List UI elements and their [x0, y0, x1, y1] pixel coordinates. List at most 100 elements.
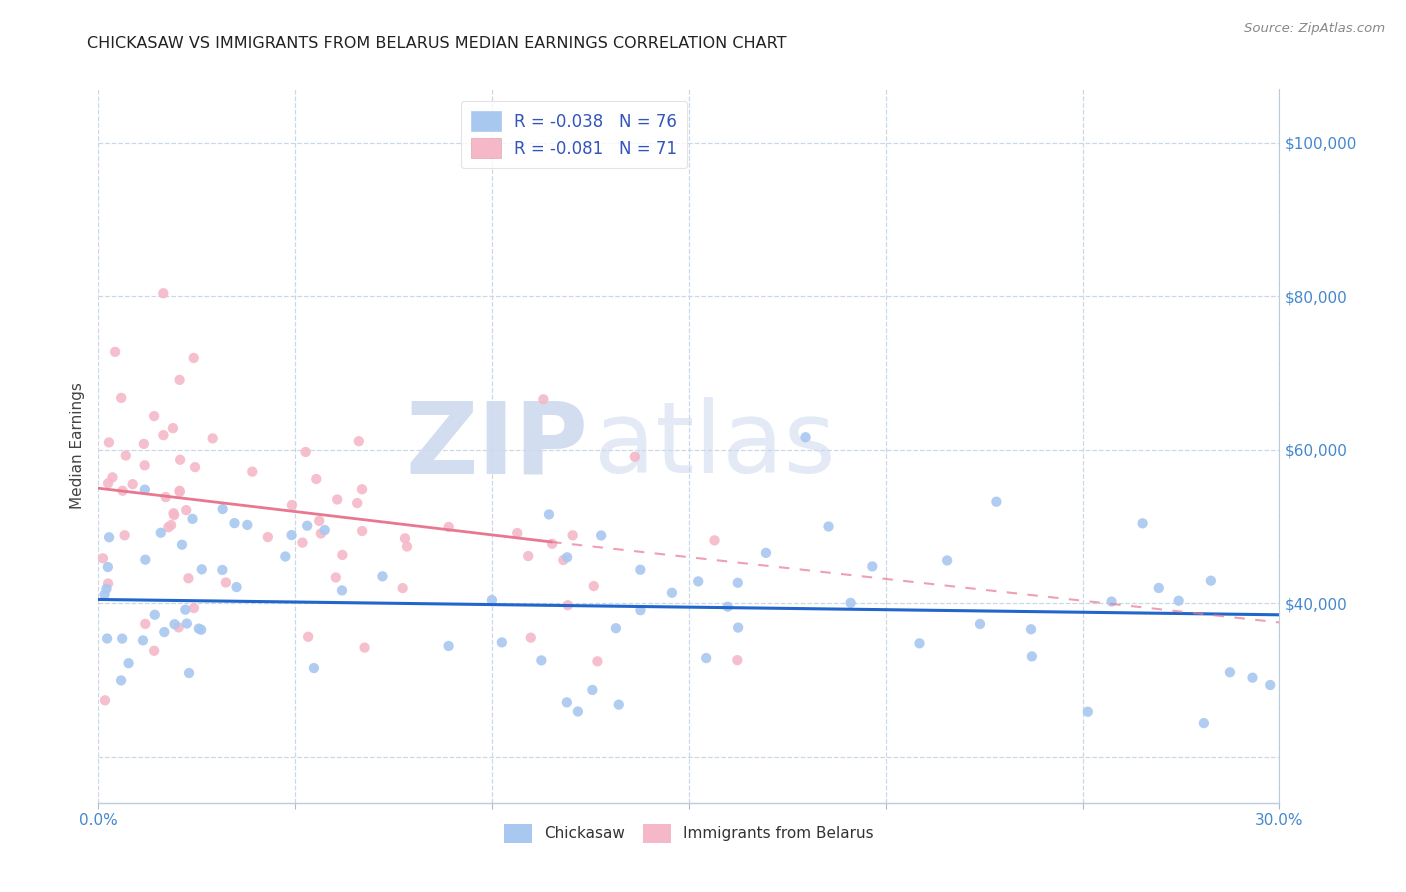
- Point: [162, 421, 184, 435]
- Point: [567, 705, 589, 719]
- Point: [860, 559, 883, 574]
- Point: [224, 516, 246, 530]
- Point: [187, 622, 209, 636]
- Point: [530, 653, 553, 667]
- Point: [177, 666, 200, 681]
- Point: [163, 617, 186, 632]
- Point: [1192, 716, 1215, 731]
- Text: ZIP: ZIP: [406, 398, 589, 494]
- Point: [586, 654, 609, 668]
- Point: [114, 449, 136, 463]
- Point: [688, 574, 710, 589]
- Point: [936, 553, 959, 567]
- Point: [110, 391, 132, 405]
- Point: [1147, 581, 1170, 595]
- Point: [695, 651, 717, 665]
- Point: [114, 528, 136, 542]
- Point: [481, 593, 503, 607]
- Point: [183, 601, 205, 615]
- Point: [517, 549, 540, 563]
- Point: [581, 682, 603, 697]
- Point: [330, 548, 353, 562]
- Point: [555, 550, 578, 565]
- Point: [624, 450, 647, 464]
- Point: [717, 599, 740, 614]
- Text: Source: ZipAtlas.com: Source: ZipAtlas.com: [1244, 22, 1385, 36]
- Point: [557, 599, 579, 613]
- Point: [169, 483, 191, 498]
- Point: [295, 518, 318, 533]
- Point: [553, 553, 575, 567]
- Point: [153, 625, 176, 640]
- Point: [1101, 594, 1123, 608]
- Point: [302, 661, 325, 675]
- Point: [117, 656, 139, 670]
- Point: [167, 620, 190, 634]
- Point: [1019, 622, 1042, 636]
- Point: [274, 549, 297, 564]
- Point: [839, 596, 862, 610]
- Point: [104, 344, 127, 359]
- Point: [661, 586, 683, 600]
- Point: [157, 520, 180, 534]
- Point: [391, 581, 413, 595]
- Point: [240, 465, 263, 479]
- Point: [94, 693, 117, 707]
- Point: [163, 508, 186, 522]
- Point: [143, 644, 166, 658]
- Point: [211, 502, 233, 516]
- Point: [628, 603, 651, 617]
- Point: [986, 494, 1008, 508]
- Point: [371, 569, 394, 583]
- Point: [755, 546, 778, 560]
- Point: [395, 540, 418, 554]
- Point: [969, 617, 991, 632]
- Point: [143, 607, 166, 622]
- Point: [169, 484, 191, 499]
- Point: [308, 514, 330, 528]
- Point: [97, 435, 120, 450]
- Point: [1241, 671, 1264, 685]
- Point: [93, 587, 115, 601]
- Point: [727, 575, 749, 590]
- Point: [330, 583, 353, 598]
- Legend: Chickasaw, Immigrants from Belarus: Chickasaw, Immigrants from Belarus: [498, 818, 880, 848]
- Point: [605, 621, 627, 635]
- Point: [134, 616, 156, 631]
- Text: CHICKASAW VS IMMIGRANTS FROM BELARUS MEDIAN EARNINGS CORRELATION CHART: CHICKASAW VS IMMIGRANTS FROM BELARUS MED…: [87, 36, 787, 51]
- Point: [537, 508, 560, 522]
- Point: [152, 286, 174, 301]
- Text: atlas: atlas: [595, 398, 837, 494]
- Point: [491, 635, 513, 649]
- Point: [305, 472, 328, 486]
- Point: [1199, 574, 1222, 588]
- Point: [628, 563, 651, 577]
- Point: [281, 498, 304, 512]
- Point: [174, 602, 197, 616]
- Point: [97, 576, 120, 591]
- Point: [309, 526, 332, 541]
- Point: [96, 632, 118, 646]
- Point: [97, 560, 120, 574]
- Point: [134, 458, 156, 473]
- Point: [134, 483, 156, 497]
- Point: [169, 373, 191, 387]
- Point: [394, 532, 416, 546]
- Point: [111, 483, 134, 498]
- Point: [155, 490, 177, 504]
- Point: [143, 409, 166, 423]
- Point: [437, 639, 460, 653]
- Point: [561, 528, 583, 542]
- Point: [211, 563, 233, 577]
- Point: [280, 528, 302, 542]
- Point: [98, 530, 121, 544]
- Point: [121, 477, 143, 491]
- Point: [176, 616, 198, 631]
- Point: [326, 492, 349, 507]
- Point: [794, 430, 817, 444]
- Point: [1219, 665, 1241, 680]
- Point: [111, 632, 134, 646]
- Point: [1258, 678, 1281, 692]
- Point: [169, 452, 191, 467]
- Point: [149, 525, 172, 540]
